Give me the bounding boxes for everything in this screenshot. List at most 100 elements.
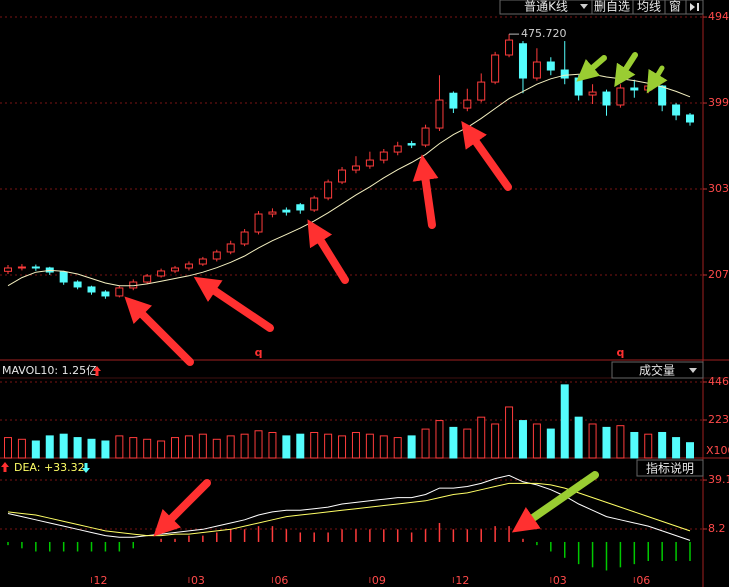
candle-body: [101, 291, 110, 297]
candle-body: [505, 39, 514, 56]
candle-body: [477, 81, 486, 101]
volume-bar: [574, 416, 583, 459]
candle-body: [282, 209, 291, 213]
volume-bar: [31, 440, 40, 459]
volume-bar: [602, 426, 611, 459]
volume-bar: [59, 433, 68, 459]
toolbar-label: 均线: [637, 0, 661, 14]
volume-bar: [491, 423, 500, 459]
x-tick-label: 03: [553, 574, 567, 587]
candle-body: [198, 258, 207, 265]
y-tick-label: 207.: [708, 268, 729, 281]
x-tick-label: 06: [274, 574, 288, 587]
candle-body: [532, 61, 541, 79]
ma-line: [7, 73, 691, 287]
candle-body: [324, 181, 333, 199]
volume-bar: [616, 425, 625, 459]
candle-body: [407, 143, 416, 146]
volume-bar: [463, 428, 472, 459]
candle-body: [254, 213, 263, 233]
toolbar-label: 窗: [669, 0, 681, 14]
volume-bar: [505, 406, 514, 459]
volume-bar: [101, 440, 110, 459]
candle-body: [393, 145, 402, 153]
volume-bar: [282, 435, 291, 459]
volume-bar: [73, 437, 82, 459]
candle-body: [365, 159, 374, 167]
volume-bar: [171, 437, 180, 459]
unit-label: X100: [706, 444, 729, 457]
volume-bar: [115, 435, 124, 459]
max-label: 475.720: [521, 27, 567, 40]
candle-body: [212, 251, 221, 260]
volume-bar: [532, 423, 541, 459]
indicator-button[interactable]: [611, 361, 704, 379]
volume-bar: [87, 438, 96, 459]
y-tick-label: 399.: [708, 96, 729, 109]
red-arrow: [461, 121, 512, 191]
candle-body: [518, 43, 527, 79]
volume-bar: [421, 428, 430, 459]
volume-bar: [672, 437, 681, 459]
y-tick-label: 494.: [708, 10, 729, 23]
candle-body: [226, 243, 235, 253]
candle-body: [338, 169, 347, 183]
volume-bar: [4, 437, 12, 459]
indicator-label: 成交量: [639, 363, 675, 378]
volume-bar: [658, 431, 667, 459]
volume-bar: [588, 423, 597, 459]
candle-body: [310, 197, 319, 211]
candle-body: [546, 61, 555, 71]
dif-line: [7, 474, 691, 541]
volume-bar: [226, 435, 235, 459]
candle-body: [463, 99, 472, 109]
green-arrow: [614, 52, 638, 88]
candle-body: [435, 99, 444, 129]
volume-bar: [477, 416, 486, 459]
y-tick-label: 4468: [708, 375, 729, 388]
volume-bar: [240, 433, 249, 459]
volume-bar: [338, 435, 347, 459]
candle-body: [658, 85, 667, 106]
toolbar-label: 普通K线: [524, 0, 568, 14]
candle-body: [87, 286, 96, 293]
toolbar-label: 删自选: [594, 0, 630, 14]
volume-bar: [268, 431, 277, 459]
y-tick-label: 8.2: [708, 522, 726, 535]
red-arrow: [412, 154, 439, 229]
candle-body: [491, 54, 500, 83]
toolbar-icon: [690, 3, 699, 11]
candle-body: [560, 69, 569, 79]
annotation-arrows: [124, 52, 668, 537]
indicator-button[interactable]: [636, 459, 704, 477]
panel-title: MAVOL10: 1.25亿: [2, 364, 97, 377]
candle-body: [31, 266, 40, 269]
volume-bar: [310, 431, 319, 459]
red-arrow: [193, 276, 274, 332]
volume-bar: [157, 440, 166, 459]
y-tick-label: 303.: [708, 182, 729, 195]
candle-body: [268, 211, 277, 215]
candle-body: [588, 91, 597, 96]
event-flag: q: [616, 346, 624, 359]
volume-bar: [449, 426, 458, 459]
green-arrow: [646, 65, 668, 94]
candle-body: [143, 275, 152, 283]
volume-bar: [184, 435, 193, 459]
x-tick-label: 12: [94, 574, 108, 587]
candle-body: [421, 127, 430, 146]
candle-body: [644, 85, 653, 91]
y-tick-label: 39.1: [708, 473, 729, 486]
candle-body: [686, 114, 694, 123]
candle-body: [73, 281, 82, 288]
candle-body: [171, 267, 180, 272]
volume-bar: [379, 435, 388, 459]
volume-bar: [254, 430, 263, 459]
volume-bar: [324, 433, 333, 459]
candle-body: [574, 77, 583, 96]
volume-bar: [143, 438, 152, 459]
candle-body: [449, 92, 458, 109]
volume-bar: [129, 437, 138, 459]
